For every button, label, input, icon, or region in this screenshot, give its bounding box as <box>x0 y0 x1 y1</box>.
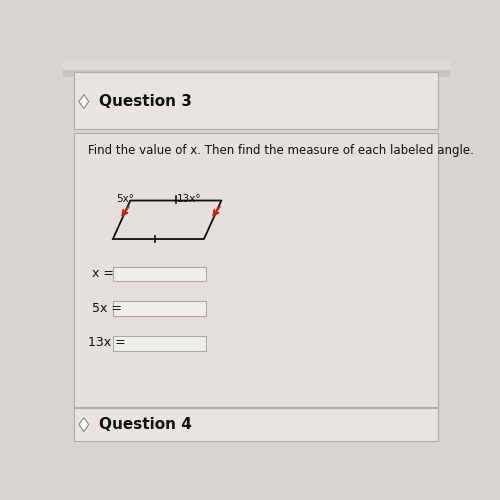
Bar <box>74 133 438 406</box>
Text: Find the value of x. Then find the measure of each labeled angle.: Find the value of x. Then find the measu… <box>88 144 474 157</box>
Text: 5x°: 5x° <box>116 194 134 204</box>
Bar <box>113 302 206 316</box>
Bar <box>113 336 206 350</box>
Text: x =: x = <box>92 267 114 280</box>
Bar <box>74 72 438 130</box>
Text: 13x =: 13x = <box>88 336 126 349</box>
Text: 5x =: 5x = <box>92 302 122 315</box>
Text: Question 4: Question 4 <box>100 417 192 432</box>
Polygon shape <box>79 418 88 432</box>
Bar <box>62 60 450 70</box>
Bar <box>113 266 206 281</box>
Bar <box>62 70 450 78</box>
Text: Question 3: Question 3 <box>100 94 192 109</box>
Bar <box>74 408 438 441</box>
Text: 13x°: 13x° <box>177 194 202 204</box>
Bar <box>62 60 450 72</box>
Polygon shape <box>79 94 88 108</box>
